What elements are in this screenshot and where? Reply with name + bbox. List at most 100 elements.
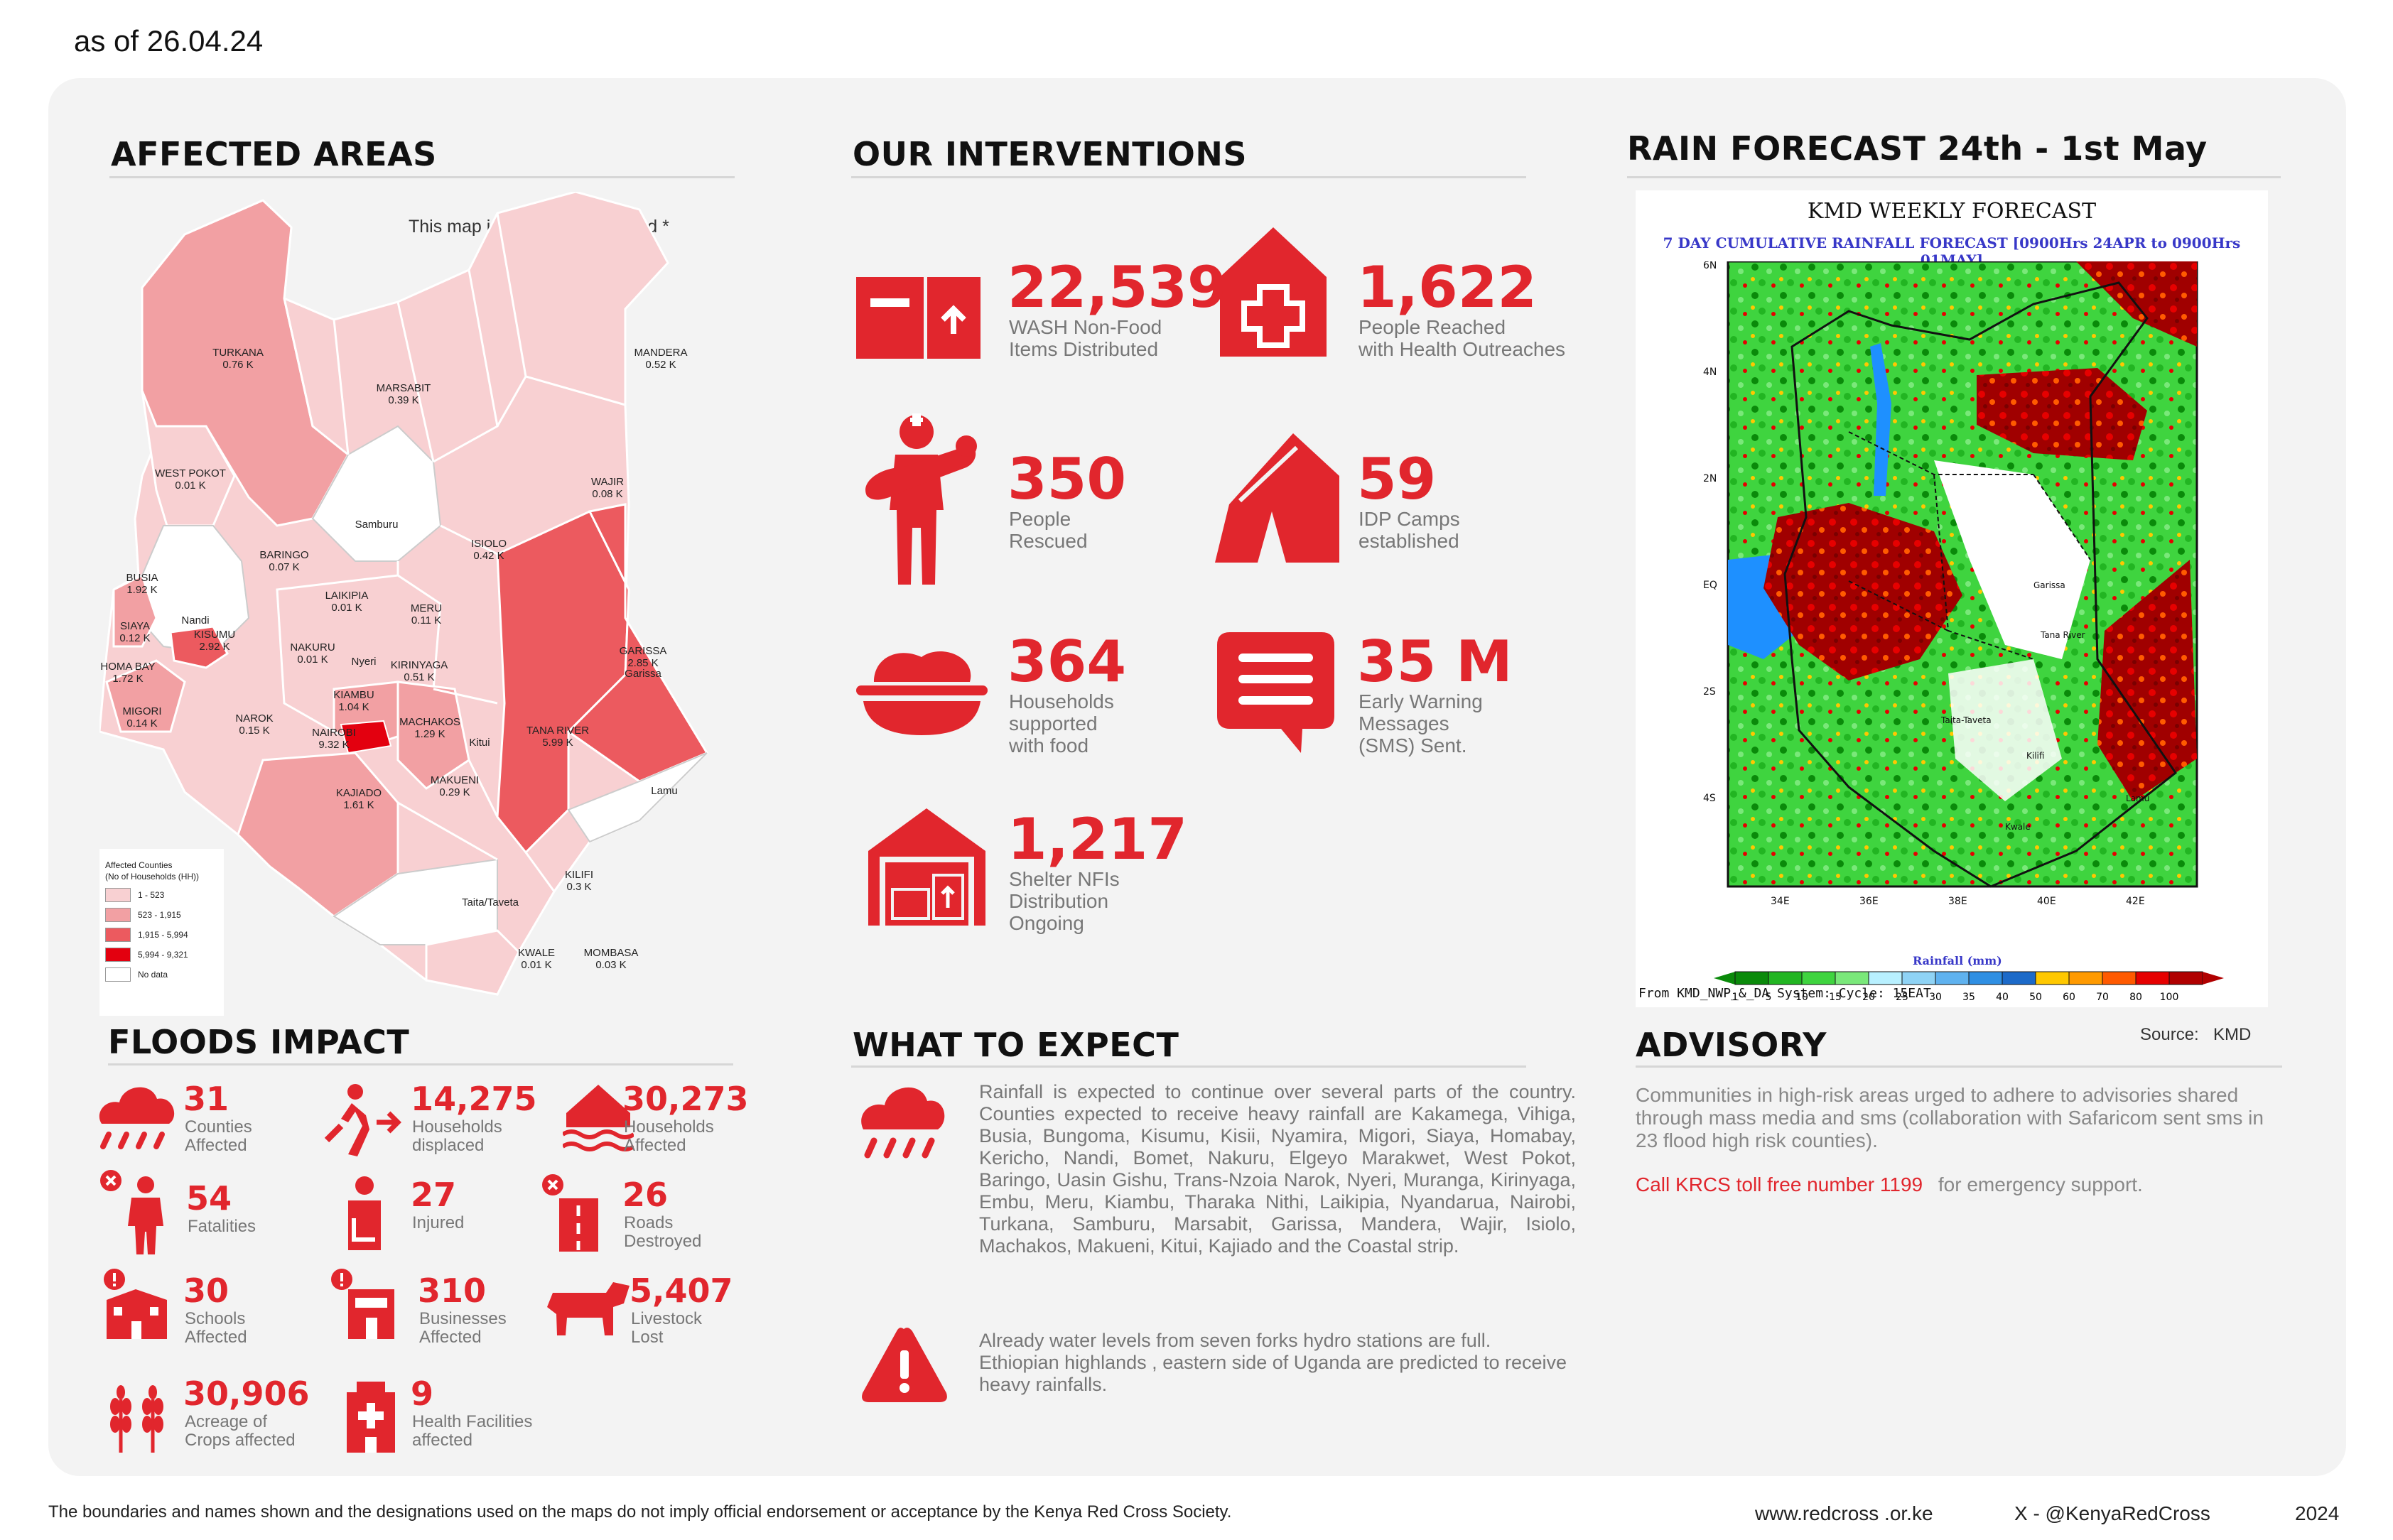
- damaged-road-icon: [542, 1174, 598, 1252]
- county-label: MARSABIT 0.39 K: [361, 382, 446, 406]
- county-name: KILIFI: [564, 869, 593, 881]
- county-label: Kitui: [437, 737, 522, 749]
- machakos-region: [396, 680, 470, 790]
- impact-value: 30,273: [622, 1080, 749, 1118]
- colorbar-bin: [1935, 971, 1970, 985]
- county-name: Kitui: [469, 737, 490, 749]
- warehouse-icon: [868, 808, 985, 926]
- impact-value: 26: [622, 1176, 669, 1214]
- dry-area-south: [1948, 659, 2062, 801]
- county-value: 0.11 K: [411, 614, 442, 627]
- cow-icon: [547, 1282, 630, 1335]
- colorbar-bin: [1901, 971, 1936, 985]
- county-name: KISUMU: [193, 629, 236, 641]
- county-name: Lamu: [651, 785, 678, 797]
- latitude-label: 2N: [1703, 473, 1717, 484]
- school-icon: [104, 1269, 167, 1339]
- colorbar-bin: [1868, 971, 1903, 985]
- legend-item: 523 - 1,915: [105, 908, 224, 922]
- county-label: BARINGO 0.07 K: [242, 549, 327, 573]
- county-label: MERU 0.11 K: [384, 602, 469, 627]
- county-value: 0.76 K: [222, 359, 254, 371]
- county-label: NAKURU 0.01 K: [270, 641, 355, 666]
- toll-free-call[interactable]: Call KRCS toll free number 1199: [1636, 1173, 1923, 1195]
- county-name: SIAYA: [120, 620, 150, 632]
- forecast-place-label: Garissa: [2033, 580, 2065, 590]
- county-lines: [1848, 431, 2091, 660]
- county-label: NAIROBI 9.32 K: [291, 727, 377, 751]
- longitude-label: 34E: [1771, 896, 1790, 907]
- forecast-place-label: Kilifi: [2026, 751, 2044, 761]
- legend-label: 1,915 - 5,994: [138, 930, 188, 940]
- county-label: TURKANA 0.76 K: [195, 347, 281, 371]
- longitude-label: 38E: [1948, 896, 1967, 907]
- county-value: 0.15 K: [239, 725, 270, 737]
- crops-icon: [110, 1385, 163, 1453]
- county-name: BARINGO: [259, 549, 309, 561]
- county-label: WAJIR 0.08 K: [565, 476, 650, 500]
- as-of-date: as of 26.04.24: [74, 24, 264, 58]
- kenya-boundary: [1783, 281, 2178, 888]
- colorbar-min-arrow: [1714, 972, 1735, 985]
- colorbar-tick-label: 10: [1795, 992, 1808, 1003]
- forecast-place-label: Taita-Taveta: [1940, 715, 1992, 725]
- colorbar-tick-label: 15: [1829, 992, 1842, 1003]
- county-name: MACHAKOS: [399, 716, 460, 728]
- impact-label: Injured: [412, 1213, 465, 1232]
- expect-paragraph-2: Already water levels from seven forks hy…: [979, 1330, 1567, 1395]
- colorbar-tick-label: 70: [2096, 992, 2109, 1003]
- intervention-label: People Reached with Health Outreaches: [1358, 316, 1566, 360]
- kmd-map-subtitle: 7 DAY CUMULATIVE RAINFALL FORECAST [0900…: [1663, 234, 2241, 269]
- county-label: MOMBASA 0.03 K: [568, 947, 654, 971]
- box-arrow-icon: [856, 277, 981, 359]
- heavy-rain-west: [1763, 503, 1962, 680]
- impact-label: Businesses Affected: [419, 1309, 507, 1348]
- county-value: 0.03 K: [595, 959, 627, 971]
- interventions-rule: [851, 176, 1526, 178]
- affected-areas-rule: [109, 176, 735, 178]
- what-to-expect-rule: [851, 1065, 1526, 1068]
- colorbar-bin: [2068, 971, 2103, 985]
- county-label: Garissa: [600, 668, 686, 680]
- intervention-label: IDP Camps established: [1358, 508, 1460, 552]
- county-name: MANDERA: [634, 347, 688, 359]
- kwale-region: [425, 929, 520, 996]
- county-name: NAROK: [235, 712, 274, 725]
- colorbar-bin: [2168, 971, 2203, 985]
- impact-label: Fatalities: [188, 1217, 256, 1236]
- flooded-house-icon: [563, 1085, 634, 1151]
- colorbar-tick-label: 60: [2063, 992, 2075, 1003]
- impact-label: Households displaced: [412, 1117, 502, 1156]
- disclaimer: The boundaries and names shown and the d…: [48, 1502, 1232, 1522]
- colorbar-bin: [1801, 971, 1836, 985]
- colorbar-bin: [2102, 971, 2137, 985]
- impact-label: Acreage of Crops affected: [185, 1412, 296, 1450]
- county-boundaries: [283, 212, 626, 892]
- legend-item: No data: [105, 967, 224, 982]
- colorbar-bin: [1734, 971, 1769, 985]
- county-label: WEST POKOT 0.01 K: [148, 467, 233, 492]
- impact-label: Livestock Lost: [631, 1309, 703, 1348]
- county-value: 0.01 K: [297, 654, 328, 666]
- county-label: TANA RIVER 5.99 K: [515, 725, 600, 749]
- map-legend: Affected Counties (No of Households (HH)…: [99, 849, 224, 1016]
- legend-label: No data: [138, 970, 168, 980]
- county-name: TANA RIVER: [526, 725, 590, 737]
- health-facility-icon: [347, 1382, 395, 1453]
- county-value: 0.01 K: [521, 959, 552, 971]
- what-to-expect-title: WHAT TO EXPECT: [853, 1026, 1179, 1064]
- website-link[interactable]: www.redcross .or.ke: [1755, 1502, 1933, 1524]
- colorbar-bin: [1835, 971, 1869, 985]
- county-value: 1.72 K: [112, 673, 144, 685]
- county-value: 1.29 K: [414, 728, 445, 740]
- busia-region: [112, 573, 158, 648]
- colorbar-max-arrow: [2203, 972, 2224, 985]
- impact-value: 5,407: [630, 1271, 733, 1310]
- colorbar-title: Rainfall (mm): [1913, 954, 2002, 967]
- intervention-value: 1,622: [1357, 254, 1538, 320]
- rain-forecast-rule: [1627, 176, 2281, 178]
- forecast-place-label: Lamu: [2126, 793, 2149, 803]
- social-handle[interactable]: X - @KenyaRedCross: [2014, 1502, 2210, 1524]
- longitude-label: 36E: [1859, 896, 1879, 907]
- county-label: Nandi: [153, 614, 238, 627]
